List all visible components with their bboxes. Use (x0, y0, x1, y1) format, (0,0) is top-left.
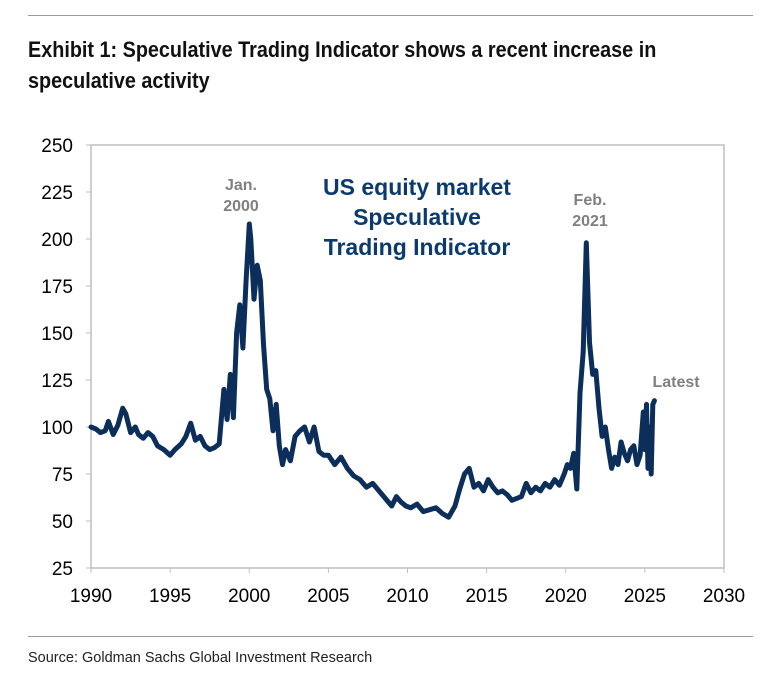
y-tick-label: 150 (41, 324, 73, 345)
y-tick-label: 250 (41, 136, 73, 157)
annotation-label: 2000 (223, 198, 259, 215)
y-tick-label: 200 (41, 230, 73, 251)
x-tick-label: 1995 (149, 586, 191, 607)
x-tick-label: 2020 (545, 586, 587, 607)
annotation-label: Latest (652, 374, 700, 391)
x-tick-label: 2010 (386, 586, 428, 607)
x-tick-label: 2025 (624, 586, 666, 607)
y-tick-label: 100 (41, 418, 73, 439)
annotation-label: 2021 (572, 213, 608, 230)
y-tick-label: 50 (52, 512, 73, 533)
y-tick-label: 75 (52, 465, 73, 486)
x-tick-label: 2000 (228, 586, 270, 607)
annotation-label: Jan. (225, 177, 257, 194)
exhibit-title: Exhibit 1: Speculative Trading Indicator… (28, 37, 657, 93)
annotations: Jan. 2000 Feb. 2021 Latest (223, 177, 700, 391)
top-rule (28, 15, 753, 16)
x-tick-label: 2030 (703, 586, 745, 607)
inner-title-line: Trading Indicator (324, 234, 511, 260)
x-tick-label: 1990 (70, 586, 112, 607)
y-tick-label: 175 (41, 277, 73, 298)
axis-ticks: 25 50 75 100 125 150 175 200 225 250 1990 1995 2000 2… (41, 136, 745, 607)
y-tick-label: 125 (41, 371, 73, 392)
series-line (88, 221, 657, 520)
x-tick-label: 2015 (465, 586, 507, 607)
source-note: Source: Goldman Sachs Global Investment … (28, 650, 373, 666)
inner-chart-title: US equity market Speculative Trading Indic… (323, 174, 511, 260)
x-tick-label: 2005 (307, 586, 349, 607)
inner-title-line: Speculative (353, 204, 481, 230)
inner-title-line: US equity market (323, 174, 511, 200)
annotation-label: Feb. (574, 192, 607, 209)
y-tick-label: 25 (52, 559, 73, 580)
bottom-rule (28, 636, 753, 637)
y-tick-label: 225 (41, 183, 73, 204)
